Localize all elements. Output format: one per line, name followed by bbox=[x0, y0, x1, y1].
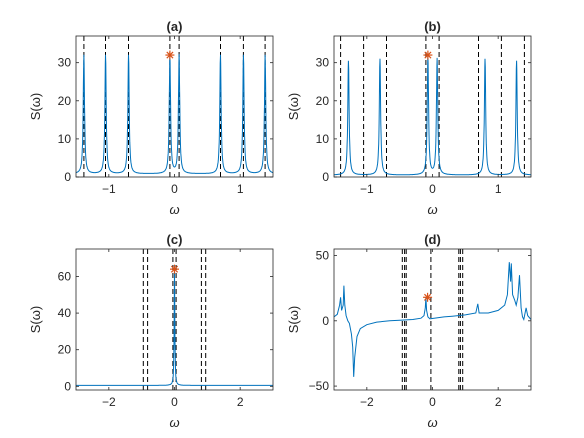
panel-d: −2 0 2 −50 0 50 (d) ω S(ω) bbox=[286, 232, 532, 430]
y-tick-label-d-0: −50 bbox=[309, 379, 330, 393]
y-tick-label-b-2: 20 bbox=[316, 94, 330, 108]
x-axis-label-a: ω bbox=[169, 202, 179, 217]
y-axis-label-d: S(ω) bbox=[286, 306, 301, 333]
y-tick-label-c-2: 40 bbox=[58, 306, 72, 320]
x-tick-label-b-2: 1 bbox=[495, 182, 502, 196]
y-tick-label-a-3: 30 bbox=[58, 56, 72, 70]
panel-title-c: (c) bbox=[167, 232, 183, 247]
marker-d bbox=[423, 292, 433, 302]
x-axis-label-c: ω bbox=[169, 415, 179, 430]
y-tick-label-a-1: 10 bbox=[58, 132, 72, 146]
y-axis-label-a: S(ω) bbox=[28, 93, 43, 120]
y-tick-label-c-3: 60 bbox=[58, 269, 72, 283]
x-tick-label-a-2: 1 bbox=[237, 182, 244, 196]
x-tick-label-d-0: −2 bbox=[360, 395, 374, 409]
x-axis-label-b: ω bbox=[427, 202, 437, 217]
y-tick-label-b-1: 10 bbox=[316, 132, 330, 146]
marker-c bbox=[170, 264, 179, 274]
x-tick-label-c-2: 2 bbox=[237, 395, 244, 409]
series-line-a bbox=[76, 54, 273, 174]
x-tick-label-d-1: 0 bbox=[429, 395, 436, 409]
x-tick-label-b-0: −1 bbox=[360, 182, 374, 196]
y-tick-label-c-0: 0 bbox=[64, 379, 71, 393]
y-tick-label-b-3: 30 bbox=[316, 56, 330, 70]
axes-box-d bbox=[333, 248, 532, 391]
series-line-c bbox=[76, 269, 273, 386]
y-axis-label-b: S(ω) bbox=[286, 93, 301, 120]
axes-box-b bbox=[333, 35, 532, 178]
y-axis-label-c: S(ω) bbox=[28, 306, 43, 333]
series-line-d bbox=[334, 262, 531, 377]
x-tick-label-c-1: 0 bbox=[171, 395, 178, 409]
x-axis-label-d: ω bbox=[427, 415, 437, 430]
x-tick-label-a-0: −1 bbox=[102, 182, 116, 196]
marker-b bbox=[423, 50, 433, 60]
y-tick-label-d-1: 0 bbox=[322, 314, 329, 328]
y-tick-label-a-0: 0 bbox=[64, 170, 71, 184]
panel-title-a: (a) bbox=[167, 19, 183, 34]
y-tick-label-a-2: 20 bbox=[58, 94, 72, 108]
y-tick-label-d-2: 50 bbox=[316, 249, 330, 263]
x-tick-label-a-1: 0 bbox=[171, 182, 178, 196]
y-tick-label-c-1: 20 bbox=[58, 343, 72, 357]
marker-a bbox=[165, 50, 175, 60]
x-tick-label-b-1: 0 bbox=[429, 182, 436, 196]
panel-title-d: (d) bbox=[424, 232, 441, 247]
y-tick-label-b-0: 0 bbox=[322, 170, 329, 184]
x-tick-label-d-2: 2 bbox=[495, 395, 502, 409]
panel-title-b: (b) bbox=[424, 19, 441, 34]
x-tick-label-c-0: −2 bbox=[102, 395, 116, 409]
